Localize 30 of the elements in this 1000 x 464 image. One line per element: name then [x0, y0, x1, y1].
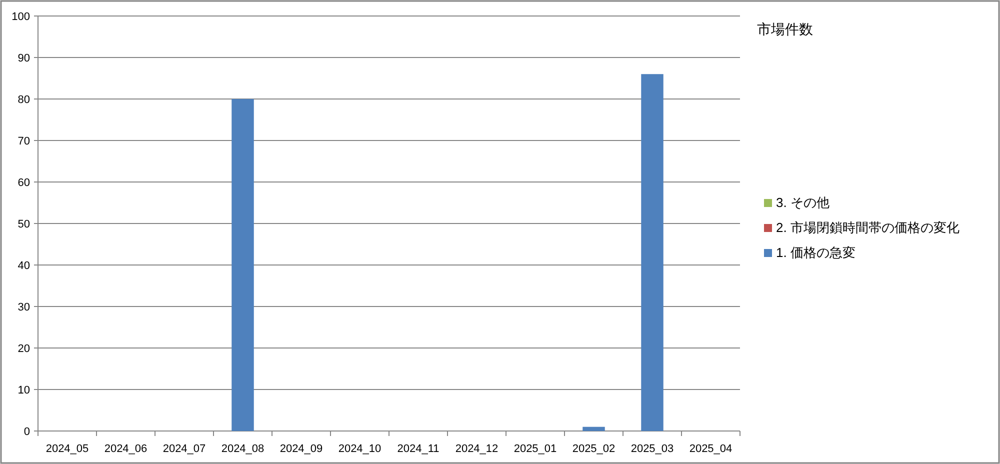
- y-tick-label: 50: [18, 218, 30, 230]
- x-tick-label: 2024_05: [46, 443, 89, 455]
- y-tick-label: 100: [12, 11, 30, 23]
- x-tick-label: 2024_06: [104, 443, 148, 455]
- x-tick-label: 2024_11: [397, 443, 440, 455]
- x-tick-label: 2025_02: [572, 443, 616, 455]
- y-tick-label: 90: [18, 52, 30, 64]
- y-tick-label: 10: [18, 384, 30, 396]
- y-tick-label: 40: [18, 260, 30, 272]
- x-tick-label: 2025_01: [514, 443, 557, 455]
- x-tick-label: 2024_12: [455, 443, 498, 455]
- bar: [641, 74, 664, 431]
- x-tick-label: 2024_09: [280, 443, 323, 455]
- x-tick-label: 2024_08: [221, 443, 264, 455]
- y-tick-label: 0: [24, 426, 30, 438]
- y-tick-label: 20: [18, 343, 30, 355]
- bar: [582, 426, 605, 431]
- y-tick-label: 60: [18, 177, 30, 189]
- y-tick-label: 70: [18, 136, 30, 148]
- text: 市場件数: [757, 21, 813, 37]
- bar: [232, 99, 254, 431]
- x-tick-label: 2024_07: [162, 443, 206, 455]
- legend-label: 1. 価格の急変: [776, 245, 856, 260]
- x-tick-label: 2025_04: [689, 443, 732, 455]
- legend-label: 3. その他: [776, 195, 830, 210]
- y-tick-label: 80: [18, 94, 30, 106]
- legend-label: 2. 市場閉鎖時間帯の価格の変化: [776, 220, 960, 235]
- y-tick-label: 30: [18, 302, 30, 314]
- x-tick-label: 2024_10: [338, 443, 382, 455]
- x-tick-label: 2025_03: [630, 443, 674, 455]
